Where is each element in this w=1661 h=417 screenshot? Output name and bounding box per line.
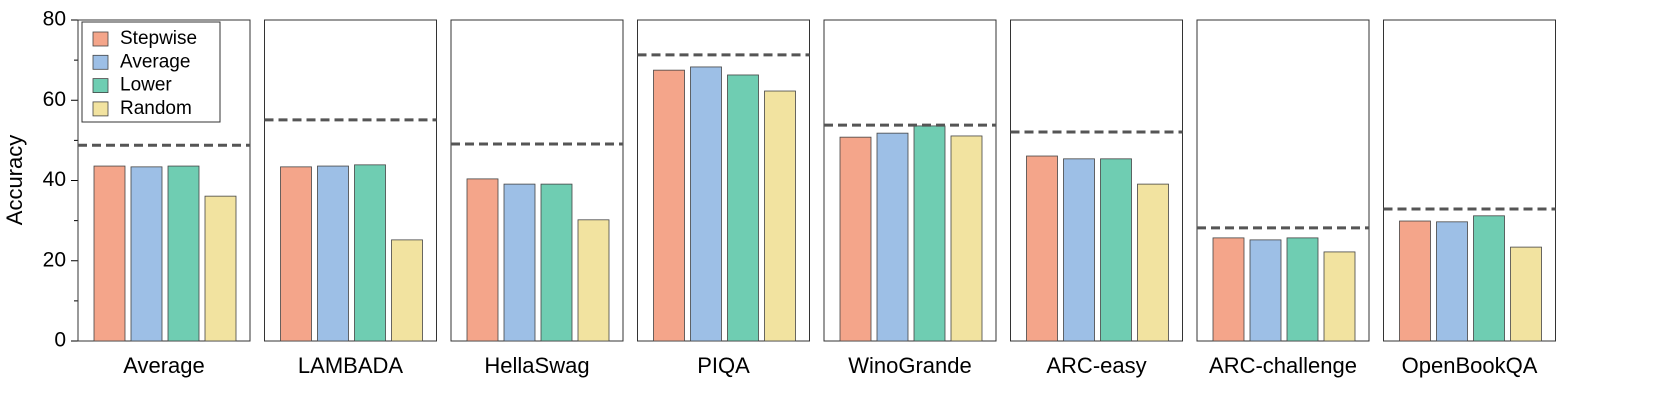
y-tick-label: 60 bbox=[43, 88, 66, 111]
panel-frame bbox=[823, 19, 997, 342]
panel-frame bbox=[1383, 19, 1556, 342]
bar bbox=[1286, 237, 1319, 342]
y-tick-label: 40 bbox=[43, 168, 66, 191]
bar bbox=[130, 166, 163, 342]
bar bbox=[727, 74, 759, 342]
bar bbox=[577, 219, 610, 342]
x-tick-label: ARC-challenge bbox=[1209, 353, 1357, 378]
bar bbox=[1510, 246, 1542, 342]
bar bbox=[1436, 221, 1468, 342]
bar bbox=[653, 69, 685, 342]
bar bbox=[839, 136, 872, 342]
bar bbox=[204, 195, 237, 342]
bar bbox=[167, 165, 200, 342]
x-tick-label: OpenBookQA bbox=[1402, 353, 1538, 378]
panel-frame bbox=[637, 19, 810, 342]
bar bbox=[466, 178, 499, 342]
bar bbox=[1212, 237, 1245, 342]
legend-swatch bbox=[92, 78, 109, 93]
bar bbox=[1063, 158, 1095, 342]
panel-frame bbox=[450, 19, 624, 342]
panel-frame bbox=[77, 19, 251, 342]
bar bbox=[950, 135, 983, 342]
bar bbox=[391, 239, 423, 342]
legend-label: Stepwise bbox=[120, 28, 197, 49]
bar bbox=[1026, 155, 1058, 342]
bar bbox=[1249, 239, 1282, 342]
bar bbox=[540, 183, 573, 342]
y-tick-label: 80 bbox=[43, 8, 66, 31]
y-axis-label: Accuracy bbox=[2, 135, 27, 225]
bar bbox=[764, 90, 796, 342]
legend-label: Random bbox=[120, 98, 192, 119]
x-tick-label: LAMBADA bbox=[298, 353, 403, 378]
legend-swatch bbox=[92, 54, 109, 70]
legend-swatch bbox=[92, 31, 109, 47]
bar bbox=[1399, 220, 1431, 342]
bar bbox=[913, 125, 946, 342]
panel-frame bbox=[1196, 19, 1370, 342]
legend-label: Lower bbox=[120, 75, 172, 96]
x-tick-label: WinoGrande bbox=[848, 353, 972, 378]
bar bbox=[690, 66, 722, 342]
y-tick-label: 20 bbox=[43, 248, 66, 271]
bar bbox=[1473, 215, 1505, 342]
x-tick-label: Average bbox=[123, 353, 205, 378]
bar bbox=[503, 183, 536, 342]
x-tick-label: PIQA bbox=[697, 353, 750, 378]
bar bbox=[1137, 183, 1169, 342]
bar bbox=[1100, 158, 1132, 342]
panel-frame bbox=[1010, 19, 1183, 342]
x-tick-label: ARC-easy bbox=[1046, 353, 1146, 378]
bar bbox=[280, 166, 312, 342]
bar bbox=[1323, 251, 1356, 342]
legend-label: Average bbox=[120, 51, 190, 72]
y-tick-label: 0 bbox=[54, 329, 66, 352]
legend-swatch bbox=[92, 101, 109, 117]
panel-frame bbox=[264, 19, 437, 342]
bar bbox=[93, 165, 126, 342]
bar bbox=[317, 165, 349, 342]
bar bbox=[354, 164, 386, 342]
bar bbox=[876, 132, 909, 342]
x-tick-label: HellaSwag bbox=[484, 353, 589, 378]
